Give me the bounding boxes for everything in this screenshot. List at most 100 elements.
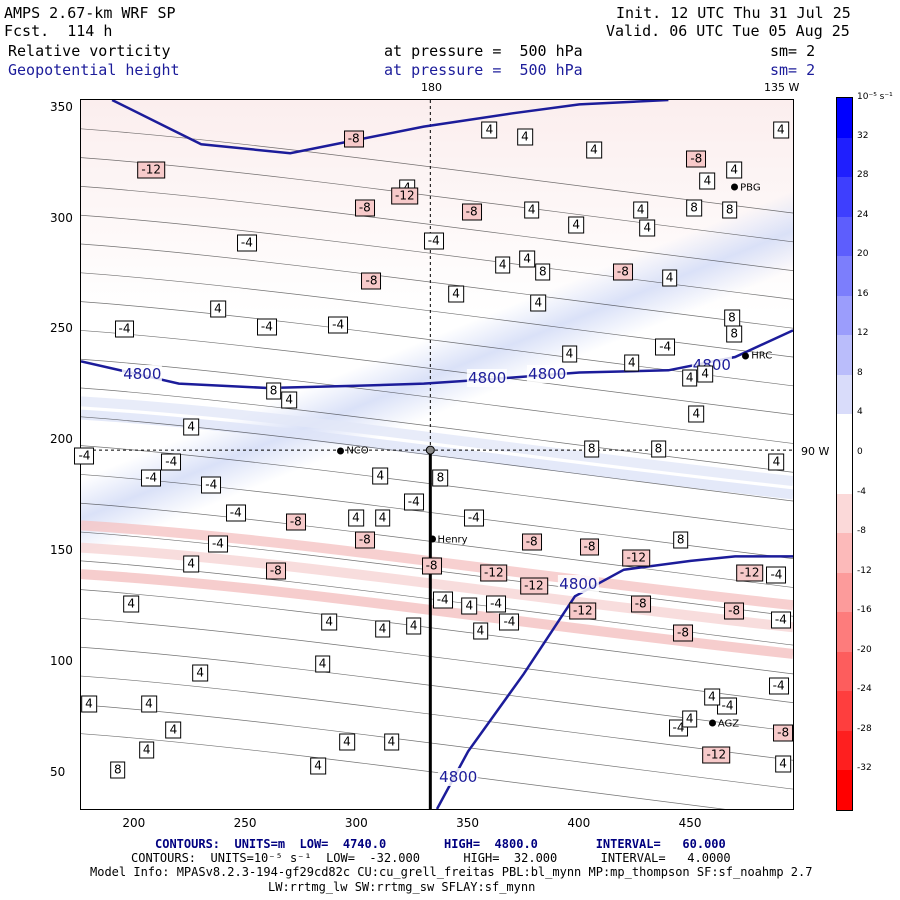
vorticity-contour-label: 4 (210, 300, 226, 318)
footer-height-contours: CONTOURS: UNITS=m LOW= 4740.0 HIGH= 4800… (155, 837, 726, 851)
vorticity-contour-label: -4 (463, 509, 484, 527)
vorticity-contour-label: 4 (697, 365, 714, 383)
vorticity-contour-label: -12 (391, 187, 419, 205)
colorbar-tick-label: 12 (857, 328, 869, 339)
vorticity-contour-label: -4 (486, 595, 507, 613)
vorticity-contour-label: 4 (372, 467, 389, 485)
colorbar (836, 97, 853, 811)
colorbar-segment (837, 572, 852, 613)
station-dot (428, 535, 436, 543)
colorbar-tick-label: 0 (857, 447, 863, 457)
vorticity-contour-label: 4 (494, 256, 511, 274)
colorbar-segment (837, 454, 852, 495)
station-label: HRC (751, 350, 773, 362)
vorticity-contour-label: 4 (310, 757, 326, 775)
vorticity-contour-line (81, 675, 793, 761)
height-contour-4800 (435, 555, 793, 809)
colorbar-segment (837, 770, 852, 811)
colorbar-segment (837, 414, 852, 455)
y-tick-label: 100 (50, 653, 73, 668)
station-dot (742, 352, 750, 359)
colorbar-tick-label: -24 (857, 684, 872, 695)
height-contour-4800 (111, 100, 669, 155)
vorticity-contour-label: -8 (461, 203, 482, 221)
colorbar-tick-label: 8 (857, 367, 863, 378)
vorticity-contour-label: 8 (650, 440, 667, 458)
colorbar-segment (837, 295, 852, 336)
station-pbg: PBG (731, 182, 761, 193)
x-tick-label: 300 (344, 816, 368, 830)
x-tick-label: 450 (678, 816, 702, 830)
vorticity-contour-line (81, 646, 793, 732)
colorbar-tick-label: -8 (857, 526, 866, 537)
colorbar-tick-label: 28 (857, 170, 869, 181)
vorticity-contour-label: 4 (639, 219, 656, 236)
vorticity-contour-label: -4 (423, 232, 444, 250)
station-nco: NCO (337, 445, 369, 457)
y-tick-label: 200 (50, 432, 73, 447)
vorticity-contour-label: -4 (768, 677, 789, 695)
vorticity-contour-label: 4 (632, 201, 649, 219)
vorticity-contour-label: -8 (354, 531, 375, 549)
colorbar-unit: 10⁻⁵ s⁻¹ (857, 92, 893, 102)
vorticity-contour-label: 8 (432, 469, 449, 487)
lon-label-135w: 135 W (764, 81, 800, 94)
vorticity-contour-label: 4 (568, 216, 584, 234)
vorticity-contour-label: 4 (461, 597, 478, 615)
vorticity-contour-label: -4 (655, 338, 676, 356)
y-tick-label: 250 (50, 321, 73, 336)
colorbar-tick-label: -4 (857, 486, 866, 497)
vorticity-contour-label: -8 (361, 272, 382, 290)
station-label: Henry (437, 534, 468, 546)
vorticity-contour-label: 4 (688, 405, 705, 423)
station-label: NCO (346, 445, 369, 457)
field1-name: Relative vorticity (8, 42, 171, 60)
vorticity-contour-label: -4 (236, 234, 257, 252)
y-tick-label: 300 (50, 210, 73, 225)
x-tick-label: 400 (567, 816, 591, 830)
vorticity-contour-label: 4 (775, 755, 791, 773)
vorticity-contour-label: 8 (726, 325, 742, 343)
vorticity-contour-label: 4 (183, 418, 200, 436)
vorticity-contour-label: -4 (114, 320, 135, 338)
vorticity-contour-label: 4 (183, 555, 200, 573)
vorticity-contour-label: 4 (348, 509, 364, 527)
vorticity-contour-label: -8 (421, 557, 442, 575)
vorticity-contour-label: 4 (523, 201, 540, 219)
y-tick-label: 150 (50, 542, 73, 557)
vorticity-contour-label: -4 (499, 613, 520, 631)
model-title: AMPS 2.67-km WRF SP (4, 4, 176, 22)
vorticity-contour-label: 4 (123, 595, 139, 613)
vorticity-contour-label: 8 (109, 761, 126, 779)
vorticity-contour-line (81, 330, 793, 415)
vorticity-contour-label: 8 (724, 309, 740, 327)
vorticity-contour-label: -8 (521, 533, 542, 551)
vorticity-contour-label: -4 (770, 611, 791, 629)
lon-label-180: 180 (421, 81, 442, 94)
colorbar-tick-label: -20 (857, 644, 872, 655)
vorticity-contour-label: 4 (472, 622, 489, 640)
valid-time: Valid. 06 UTC Tue 05 Aug 25 (606, 22, 850, 40)
vorticity-contour-label: 8 (534, 263, 551, 281)
vorticity-contour-label: 4 (481, 121, 498, 139)
vorticity-contour-label: 4 (681, 710, 698, 728)
colorbar-segment (837, 335, 852, 376)
plot-svg (81, 100, 793, 809)
vorticity-contour-line (81, 243, 793, 329)
vorticity-contour-label: 4 (314, 655, 331, 673)
station-dot (731, 183, 739, 191)
vorticity-contour-label: 4 (81, 695, 97, 713)
vorticity-contour-label: 4 (138, 741, 155, 759)
footer-vorticity-contours: CONTOURS: UNITS=10⁻⁵ s⁻¹ LOW= -32.000 HI… (131, 851, 731, 865)
vorticity-contour-line (81, 704, 793, 790)
height-contour-label: 4800 (558, 575, 599, 594)
colorbar-tick-label: 4 (857, 407, 863, 418)
vorticity-contour-label: -8 (265, 562, 286, 580)
x-tick-label: 350 (456, 816, 480, 830)
vorticity-contour-label: 4 (374, 620, 391, 638)
x-tick-label: 250 (233, 816, 257, 830)
vorticity-contour-line (81, 186, 793, 271)
colorbar-segment (837, 137, 852, 178)
plot-area (80, 99, 794, 810)
vorticity-streak (81, 396, 793, 487)
